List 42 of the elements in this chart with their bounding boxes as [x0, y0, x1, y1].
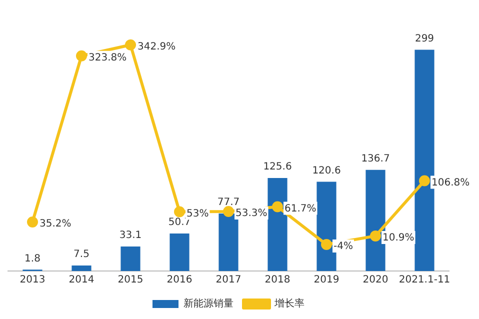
- data-label: -4%: [334, 241, 353, 252]
- data-label: 323.8%: [88, 52, 127, 64]
- point: [370, 230, 381, 242]
- point: [27, 216, 38, 228]
- data-label: 136.7: [361, 153, 390, 164]
- data-label: 35.2%: [40, 218, 72, 230]
- data-label: 77.7: [217, 197, 240, 208]
- x-tick-label: 2018: [264, 274, 290, 286]
- data-label: 10.9%: [382, 232, 414, 244]
- data-label: 106.8%: [432, 177, 470, 188]
- legend-label: 增长率: [274, 298, 304, 310]
- bar: [366, 170, 386, 271]
- data-label: 299: [414, 33, 434, 44]
- x-tick-label: 2016: [166, 274, 192, 286]
- data-label: 1.8: [24, 253, 40, 264]
- legend-label: 新能源销量: [184, 298, 234, 310]
- bar: [414, 50, 434, 271]
- data-label: 53.3%: [236, 208, 268, 220]
- data-label: 53%: [186, 208, 209, 220]
- x-tick-label: 2021.1-11: [398, 274, 450, 286]
- data-label: 342.9%: [138, 41, 176, 52]
- point: [174, 206, 185, 218]
- data-label: 120.6: [312, 165, 341, 176]
- x-tick-label: 2014: [68, 274, 94, 286]
- x-tick-label: 2017: [216, 274, 242, 286]
- x-tick-label: 2015: [118, 274, 144, 286]
- point: [223, 206, 234, 218]
- bar: [120, 246, 140, 271]
- data-label: 33.1: [119, 230, 142, 242]
- data-label: 7.5: [74, 249, 90, 260]
- x-tick-label: 2013: [20, 274, 46, 286]
- x-tick-label: 2019: [314, 274, 340, 286]
- point: [76, 50, 87, 62]
- bar: [72, 265, 92, 271]
- point: [321, 239, 332, 250]
- bar: [170, 233, 190, 271]
- point: [272, 201, 283, 212]
- point: [125, 39, 136, 50]
- point: [419, 175, 430, 186]
- data-label: 61.7%: [284, 203, 316, 214]
- data-label: 125.6: [263, 162, 292, 173]
- x-tick-label: 2020: [362, 274, 388, 286]
